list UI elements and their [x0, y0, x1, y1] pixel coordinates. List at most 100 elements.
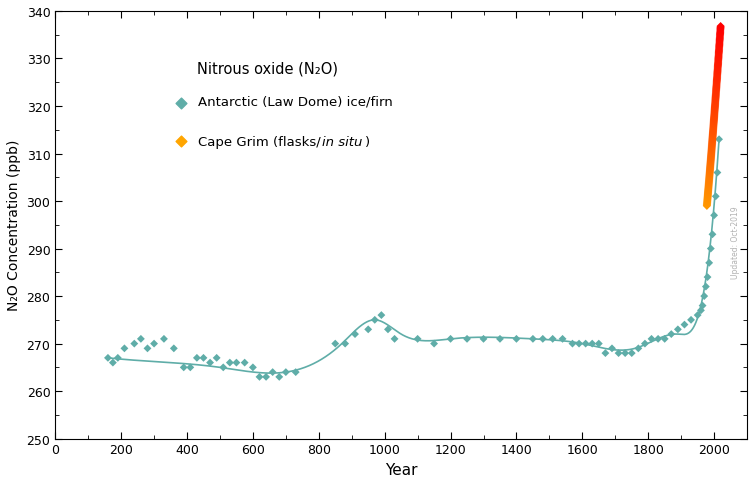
Point: [703, 179, 715, 186]
Point: [709, 110, 721, 118]
Point: [701, 196, 713, 204]
Point: [612, 349, 624, 357]
Point: [702, 189, 714, 197]
Point: [715, 26, 727, 33]
Point: [708, 116, 720, 124]
Point: [710, 81, 722, 89]
Point: [672, 326, 684, 333]
Point: [704, 167, 716, 175]
Point: [714, 30, 726, 38]
Point: [645, 335, 657, 343]
Point: [204, 359, 216, 367]
Point: [713, 50, 725, 58]
Point: [704, 159, 716, 167]
Point: [702, 191, 714, 199]
Point: [695, 307, 707, 315]
Point: [619, 349, 631, 357]
Point: [713, 47, 725, 55]
Point: [586, 340, 598, 348]
Y-axis label: N₂O Concentration (ppb): N₂O Concentration (ppb): [7, 140, 21, 311]
Point: [711, 76, 723, 84]
Point: [708, 119, 720, 126]
Point: [708, 111, 720, 119]
Point: [706, 144, 718, 151]
Point: [703, 170, 716, 178]
Point: [112, 354, 124, 362]
Point: [713, 45, 725, 53]
Text: Nitrous oxide (N₂O): Nitrous oxide (N₂O): [197, 61, 338, 76]
Point: [238, 359, 250, 367]
Point: [710, 97, 722, 105]
Point: [709, 106, 721, 114]
Point: [599, 349, 611, 357]
Point: [714, 37, 726, 45]
Point: [710, 88, 722, 95]
Text: Updated: Oct-2019: Updated: Oct-2019: [731, 206, 740, 278]
Point: [706, 135, 719, 142]
Point: [107, 359, 119, 367]
Point: [710, 91, 722, 99]
Text: ): ): [364, 136, 369, 149]
Point: [280, 368, 292, 376]
Point: [706, 136, 719, 144]
Point: [705, 152, 717, 160]
Point: [191, 354, 203, 362]
Point: [706, 142, 718, 150]
Point: [708, 112, 720, 120]
Point: [713, 136, 725, 144]
Point: [626, 349, 638, 357]
Point: [711, 169, 723, 177]
Point: [710, 193, 722, 201]
Point: [566, 340, 578, 348]
Point: [573, 340, 585, 348]
Point: [713, 51, 725, 59]
Point: [713, 41, 725, 49]
Point: [184, 363, 196, 371]
Point: [349, 331, 361, 338]
Point: [710, 80, 722, 88]
Point: [704, 163, 716, 171]
Point: [710, 84, 722, 92]
Point: [701, 201, 713, 209]
Point: [703, 178, 715, 185]
Point: [706, 145, 718, 152]
Point: [702, 187, 714, 195]
Point: [702, 186, 714, 194]
Point: [713, 46, 725, 54]
Point: [708, 113, 720, 121]
Point: [706, 138, 719, 146]
Point: [606, 345, 618, 352]
Point: [714, 32, 726, 40]
Point: [705, 155, 717, 163]
Point: [702, 185, 714, 193]
Point: [701, 198, 713, 206]
Point: [706, 137, 719, 145]
Point: [711, 73, 723, 81]
Point: [702, 192, 714, 200]
Point: [178, 363, 190, 371]
Point: [703, 168, 716, 176]
Point: [547, 335, 559, 343]
Point: [710, 92, 722, 100]
Point: [713, 48, 725, 56]
Point: [704, 165, 716, 173]
Point: [705, 149, 717, 157]
Point: [701, 194, 713, 202]
Point: [706, 147, 718, 154]
Point: [710, 99, 722, 106]
Point: [711, 74, 723, 82]
Point: [709, 101, 721, 109]
Point: [580, 340, 592, 348]
Point: [703, 182, 715, 190]
Point: [510, 335, 523, 343]
Point: [703, 180, 715, 187]
Point: [706, 134, 719, 141]
Point: [703, 171, 716, 179]
Point: [707, 128, 719, 136]
Point: [247, 363, 259, 371]
Point: [713, 54, 725, 62]
Point: [708, 118, 720, 125]
Point: [527, 335, 539, 343]
Point: [710, 98, 722, 106]
Point: [369, 317, 381, 324]
